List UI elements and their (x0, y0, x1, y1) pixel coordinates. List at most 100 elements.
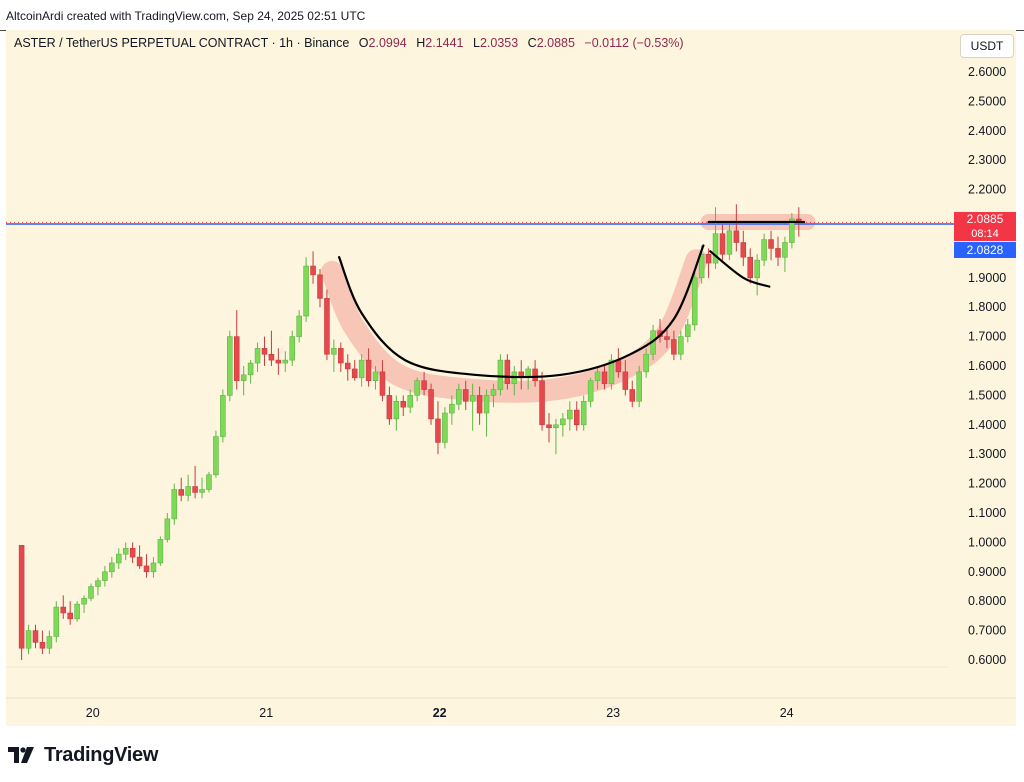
close-value: 2.0885 (536, 36, 575, 50)
candle-up (560, 418, 566, 426)
candle-down (233, 336, 240, 382)
brand-name: TradingView (44, 743, 159, 766)
candle-down (192, 486, 198, 493)
y-tick-label: 0.9000 (968, 565, 1006, 579)
candle-down (136, 556, 143, 567)
candle-up (331, 348, 337, 355)
candle-up (157, 539, 164, 564)
candle-up (81, 597, 87, 605)
candle-down (32, 630, 39, 643)
candle-up (358, 359, 365, 379)
candle-down (344, 362, 351, 370)
candle-down (310, 265, 316, 276)
candle-down (435, 418, 441, 443)
y-tick-label: 1.7000 (968, 330, 1006, 344)
y-tick-label: 2.5000 (968, 94, 1006, 108)
chart-frame[interactable]: 2.60002.50002.40002.30002.20002.10002.00… (6, 30, 1016, 726)
candle-up (247, 362, 254, 376)
candle-up (643, 353, 649, 373)
candle-down (476, 395, 483, 414)
candle-up (483, 395, 490, 414)
x-tick-label: 22 (433, 706, 447, 720)
candle-down (421, 380, 427, 390)
candle-down (775, 248, 781, 258)
y-tick-label: 1.1000 (968, 506, 1006, 520)
candlestick-chart[interactable]: 2.60002.50002.40002.30002.20002.10002.00… (6, 30, 1016, 726)
candle-up (449, 403, 455, 414)
candle-down (573, 409, 580, 426)
y-tick-label: 1.5000 (968, 388, 1006, 402)
candle-up (553, 424, 559, 429)
candle-down (351, 368, 358, 379)
candle-down (539, 380, 545, 426)
top-bar: AltcoinArdi created with TradingView.com… (0, 0, 1024, 31)
candle-down (18, 545, 25, 649)
candle-down (747, 256, 754, 279)
candle-up (289, 336, 296, 361)
candle-up (587, 380, 594, 402)
candle-down (261, 348, 268, 355)
open-label: O (358, 36, 369, 50)
last-price-tag: 2.0885 (954, 212, 1016, 227)
handle-curve (709, 250, 771, 288)
symbol-header: ASTER / TetherUS PERPETUAL CONTRACT · 1h… (14, 36, 684, 50)
candle-up (240, 374, 247, 382)
candle-down (67, 612, 73, 620)
candle-up (74, 603, 80, 620)
x-tick-label: 20 (86, 706, 100, 720)
low-label: L (472, 36, 480, 50)
candle-up (102, 571, 108, 581)
candle-up (122, 547, 129, 555)
high-value: 2.1441 (425, 36, 464, 50)
candle-up (372, 371, 379, 382)
candle-down (740, 242, 747, 258)
candle-down (428, 389, 434, 420)
change-value: −0.0112 (−0.53%) (584, 36, 684, 50)
candle-up (469, 395, 476, 402)
symbol-title: ASTER / TetherUS PERPETUAL CONTRACT · 1h… (14, 36, 350, 50)
candle-down (129, 547, 136, 558)
candle-down (615, 359, 622, 373)
candle-up (678, 336, 684, 355)
y-tick-label: 2.6000 (968, 65, 1006, 79)
close-label: C (527, 36, 537, 50)
y-tick-label: 1.9000 (968, 271, 1006, 285)
y-tick-label: 0.6000 (968, 653, 1006, 667)
y-tick-label: 1.8000 (968, 300, 1006, 314)
candle-down (386, 395, 393, 420)
candle-up (456, 389, 462, 405)
y-tick-label: 1.3000 (968, 447, 1006, 461)
candle-up (115, 553, 122, 564)
candle-down (365, 359, 372, 381)
cup-curve (338, 244, 705, 379)
candle-up (685, 324, 691, 337)
candle-up (726, 230, 733, 255)
candle-up (213, 436, 219, 476)
candle-up (164, 518, 171, 540)
candle-down (275, 359, 282, 364)
candle-up (199, 489, 205, 493)
candle-up (414, 380, 420, 396)
candle-down (504, 359, 511, 384)
candle-up (227, 336, 233, 396)
candle-down (143, 565, 150, 573)
candle-down (671, 339, 677, 355)
y-tick-label: 1.4000 (968, 418, 1006, 432)
candle-down (629, 389, 636, 402)
candle-down (400, 400, 407, 408)
candle-up (393, 400, 400, 420)
y-tick-label: 1.2000 (968, 477, 1006, 491)
candle-up (698, 253, 705, 279)
candle-up (150, 562, 157, 573)
y-tick-label: 2.4000 (968, 124, 1006, 138)
candle-up (171, 489, 178, 520)
candle-down (664, 336, 670, 340)
candle-up (691, 277, 698, 326)
candle-down (719, 233, 726, 255)
candle-down (39, 642, 46, 649)
candle-up (490, 389, 497, 396)
candle-up (754, 259, 760, 279)
x-tick-label: 23 (606, 706, 620, 720)
currency-unit-button[interactable]: USDT (960, 34, 1014, 58)
candle-up (782, 242, 788, 258)
